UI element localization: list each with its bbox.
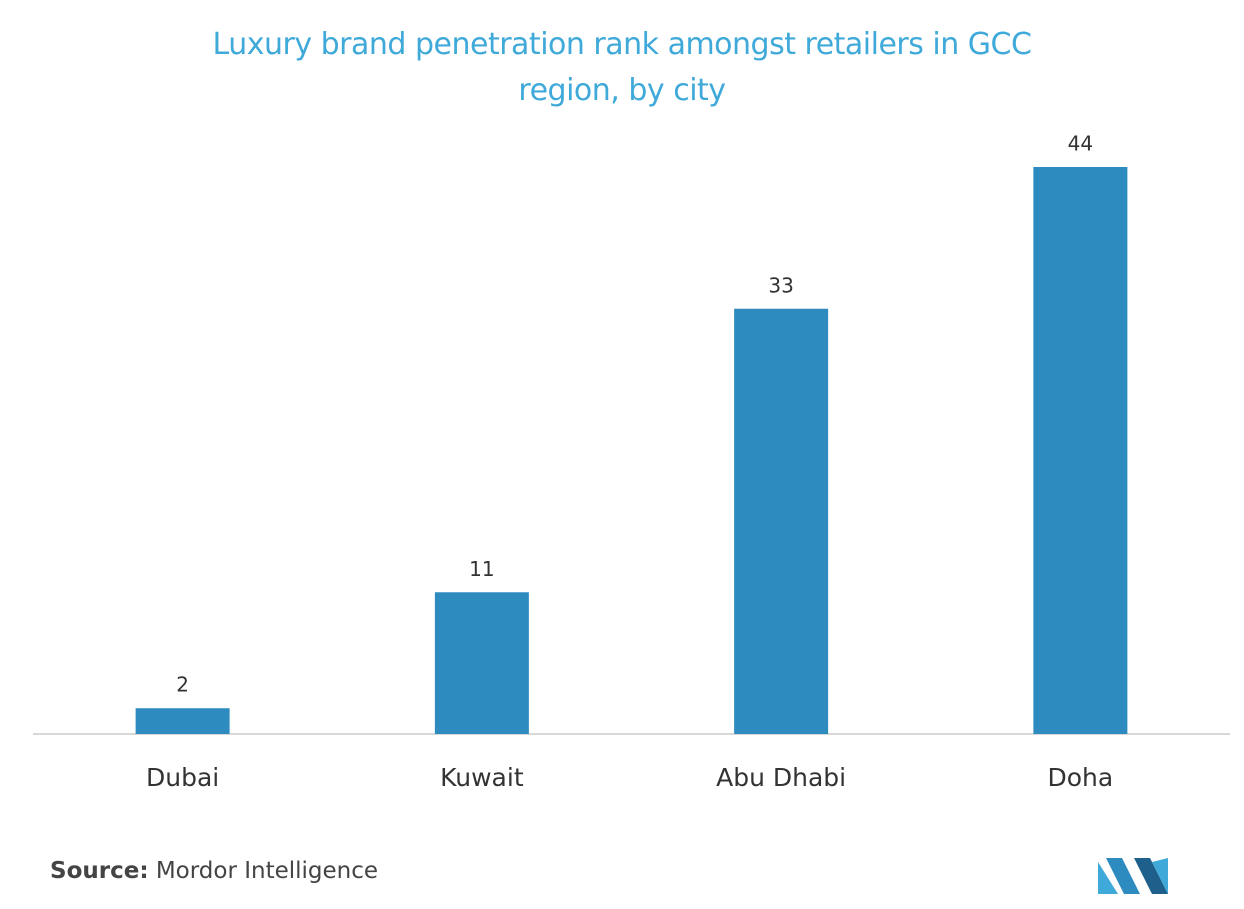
chart-title: Luxury brand penetration rank amongst re… bbox=[212, 27, 1032, 108]
logo bbox=[1098, 858, 1168, 894]
value-label: 44 bbox=[1068, 132, 1093, 156]
value-label: 2 bbox=[176, 673, 189, 697]
x-tick-label: Dubai bbox=[146, 763, 219, 792]
source-label: Source: bbox=[50, 858, 149, 884]
value-label: 11 bbox=[469, 557, 494, 581]
bar bbox=[734, 308, 829, 734]
x-tick-label: Kuwait bbox=[440, 763, 524, 792]
bar bbox=[135, 708, 230, 734]
x-tick-label: Abu Dhabi bbox=[716, 763, 846, 792]
bar bbox=[1033, 167, 1128, 734]
value-label: 33 bbox=[768, 273, 793, 297]
source-text: Mordor Intelligence bbox=[155, 858, 379, 884]
bar bbox=[434, 592, 529, 734]
x-tick-label: Doha bbox=[1048, 763, 1114, 792]
source: Source: Mordor Intelligence bbox=[50, 858, 378, 884]
